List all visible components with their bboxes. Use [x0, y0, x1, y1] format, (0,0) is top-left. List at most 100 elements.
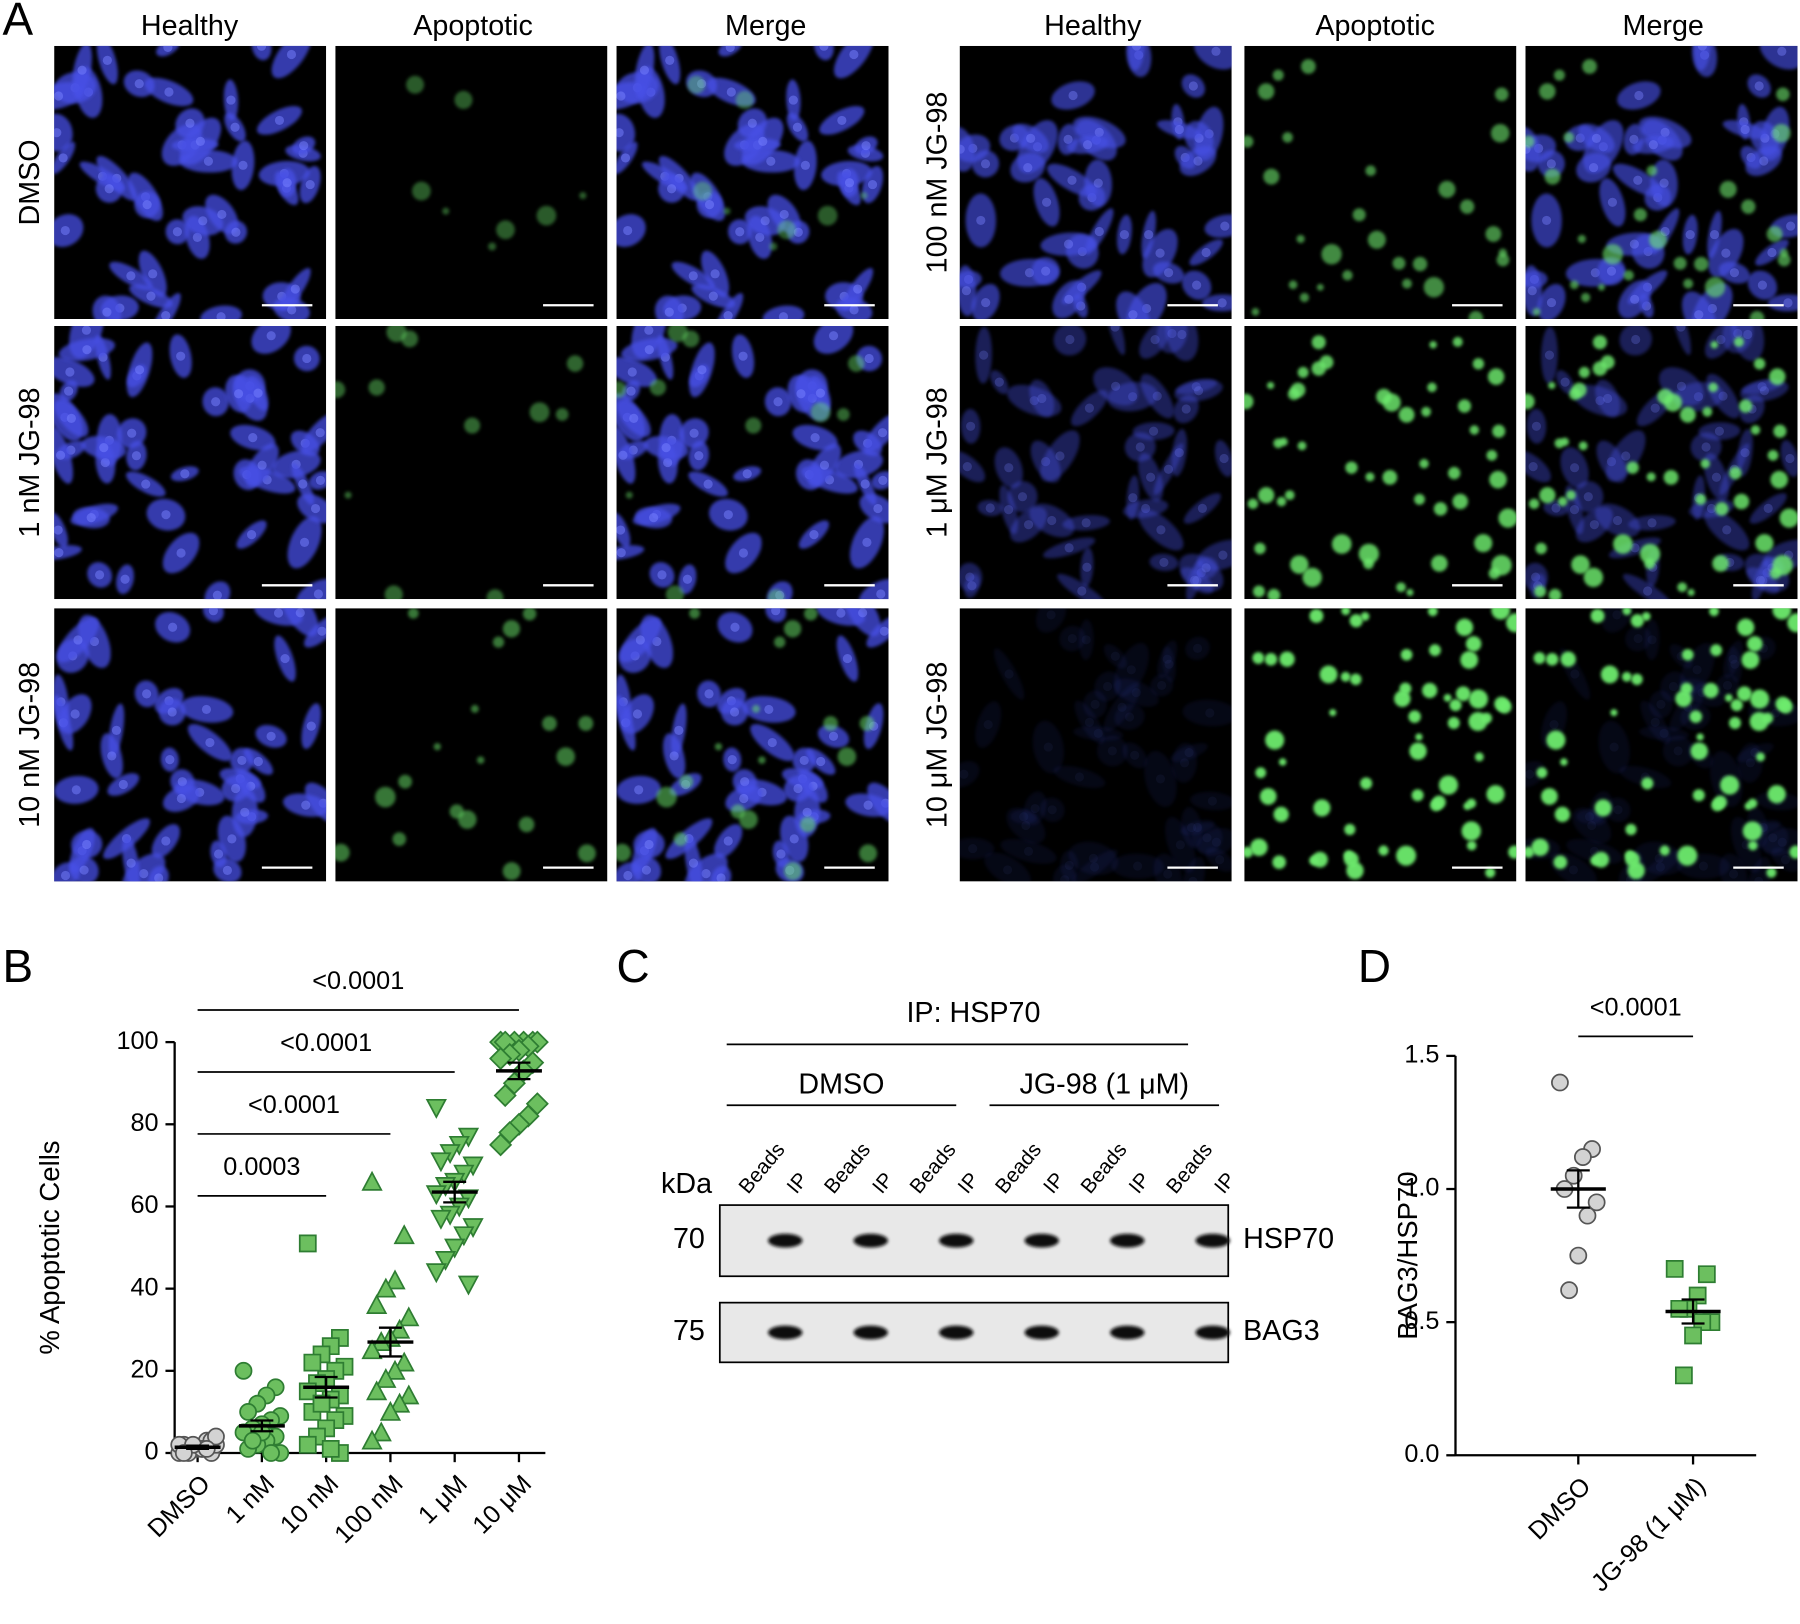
nucleus: [305, 179, 315, 190]
cell: [1634, 841, 1685, 876]
nucleus: [771, 608, 781, 616]
cell: [1619, 325, 1653, 356]
y-tick-label: 0.5: [1404, 1307, 1439, 1335]
data-point: [493, 1083, 517, 1108]
apoptotic-cell: [1569, 280, 1579, 290]
data-point: [1693, 1313, 1712, 1332]
micrograph: [1244, 45, 1517, 320]
nucleus: [298, 479, 308, 489]
cell: [1000, 838, 1057, 864]
apoptotic-cell: [783, 620, 802, 638]
nucleus: [863, 800, 873, 810]
apoptotic-cell: [1741, 199, 1756, 214]
cell: [1180, 856, 1206, 882]
p-value: <0.0001: [248, 1091, 340, 1119]
micrograph: [335, 608, 608, 882]
cell: [1031, 257, 1060, 286]
nucleus: [758, 136, 768, 146]
apoptotic-cell: [1459, 199, 1475, 214]
cell: [1767, 294, 1798, 312]
nucleus: [1131, 45, 1142, 51]
nucleus: [1088, 853, 1098, 863]
lane-label: IP: [783, 1168, 813, 1198]
data-point: [243, 1431, 262, 1450]
cell: [1094, 671, 1121, 702]
cell: [1619, 765, 1672, 789]
apoptotic-cell: [488, 242, 497, 251]
cell: [1204, 214, 1232, 238]
apoptotic-cell: [1663, 470, 1679, 485]
nucleus: [290, 284, 300, 294]
micrograph: [54, 45, 327, 320]
apoptotic-cell: [1719, 180, 1737, 198]
p-value: <0.0001: [312, 967, 404, 995]
nucleus: [1155, 774, 1166, 784]
column-header: Apoptotic: [1315, 10, 1435, 42]
apoptotic-cell: [1641, 777, 1654, 790]
apoptotic-cell: [1633, 208, 1647, 222]
apoptotic-cell: [1457, 399, 1472, 413]
nucleus: [1767, 247, 1777, 258]
nucleus: [168, 622, 178, 632]
apoptotic-cell: [1506, 613, 1517, 633]
nucleus: [860, 479, 870, 489]
lane-label: Beads: [1076, 1138, 1131, 1198]
micrograph: [54, 608, 327, 882]
cell: [1662, 735, 1694, 767]
nucleus: [1159, 557, 1169, 568]
nucleus: [1110, 325, 1120, 332]
nucleus: [627, 367, 637, 377]
nucleus: [616, 91, 626, 101]
apoptotic-cell: [687, 75, 706, 94]
cell: [959, 761, 980, 788]
data-point: [366, 1380, 388, 1401]
nucleus: [1004, 669, 1014, 679]
cell: [1537, 150, 1565, 178]
apoptotic-cell: [1756, 752, 1765, 762]
nucleus: [1570, 669, 1580, 679]
apoptotic-cell: [1560, 758, 1568, 766]
cell: [965, 193, 997, 248]
apoptotic-cell: [1602, 244, 1623, 265]
data-point: [1560, 1281, 1579, 1300]
apoptotic-cell: [1776, 87, 1790, 102]
cell: [1771, 847, 1798, 872]
nucleus: [1542, 215, 1552, 226]
apoptotic-cell: [1251, 308, 1260, 316]
nucleus: [738, 351, 748, 361]
nucleus: [1207, 796, 1217, 806]
nucleus: [1133, 861, 1143, 871]
cell: [1669, 644, 1693, 669]
nucleus: [257, 460, 267, 470]
nucleus: [1063, 239, 1074, 249]
apoptotic-cell: [1447, 716, 1460, 729]
apoptotic-cell: [1414, 493, 1425, 505]
nucleus: [878, 475, 888, 485]
cell: [994, 447, 1023, 489]
cell: [1707, 210, 1722, 259]
nucleus: [60, 870, 71, 881]
nucleus: [1759, 156, 1769, 166]
apoptotic-cell: [1631, 673, 1643, 686]
apoptotic-cell: [1749, 712, 1769, 731]
data-point: [444, 1238, 466, 1259]
nucleus: [253, 756, 263, 767]
nucleus: [1102, 681, 1113, 692]
nucleus: [726, 87, 736, 97]
nucleus: [1128, 493, 1138, 503]
nucleus: [107, 751, 117, 761]
cell: [1598, 720, 1630, 774]
apoptotic-cell: [1772, 608, 1792, 620]
cell: [971, 283, 1000, 320]
cell: [1035, 608, 1067, 633]
apoptotic-cell: [470, 704, 479, 713]
cell: [993, 648, 1025, 700]
nucleus: [704, 200, 715, 210]
nucleus: [1587, 820, 1597, 831]
apoptotic-cell: [1724, 694, 1733, 702]
cell: [1062, 515, 1110, 531]
nucleus: [1701, 442, 1711, 452]
band: [853, 1325, 888, 1340]
apoptotic-cell: [344, 491, 352, 499]
lane-label: Beads: [1162, 1138, 1217, 1198]
